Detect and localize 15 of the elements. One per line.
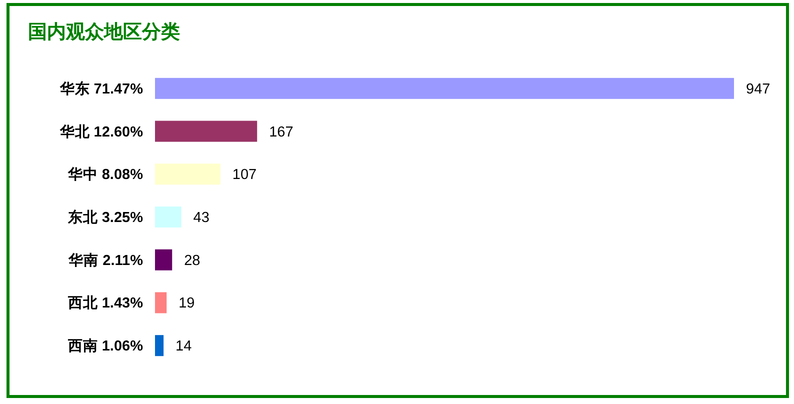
title: 国内观众地区分类 xyxy=(28,22,180,43)
category-label: 西北 1.43% xyxy=(68,296,143,312)
category-label: 东北 3.25% xyxy=(68,210,143,226)
data-label: 14 xyxy=(176,338,192,355)
category-label: 华南 2.11% xyxy=(68,252,143,269)
data-label: 43 xyxy=(193,210,210,226)
data-label: 167 xyxy=(269,124,294,140)
data-label: 107 xyxy=(232,167,257,184)
category-label: 华东 71.47% xyxy=(60,81,143,98)
category-label: 华中 8.08% xyxy=(68,167,143,184)
data-label: 28 xyxy=(184,252,200,269)
category-label: 西南 1.06% xyxy=(68,338,143,355)
category-label: 华北 12.60% xyxy=(60,124,143,140)
data-label: 947 xyxy=(746,81,770,98)
data-label: 19 xyxy=(178,296,195,312)
